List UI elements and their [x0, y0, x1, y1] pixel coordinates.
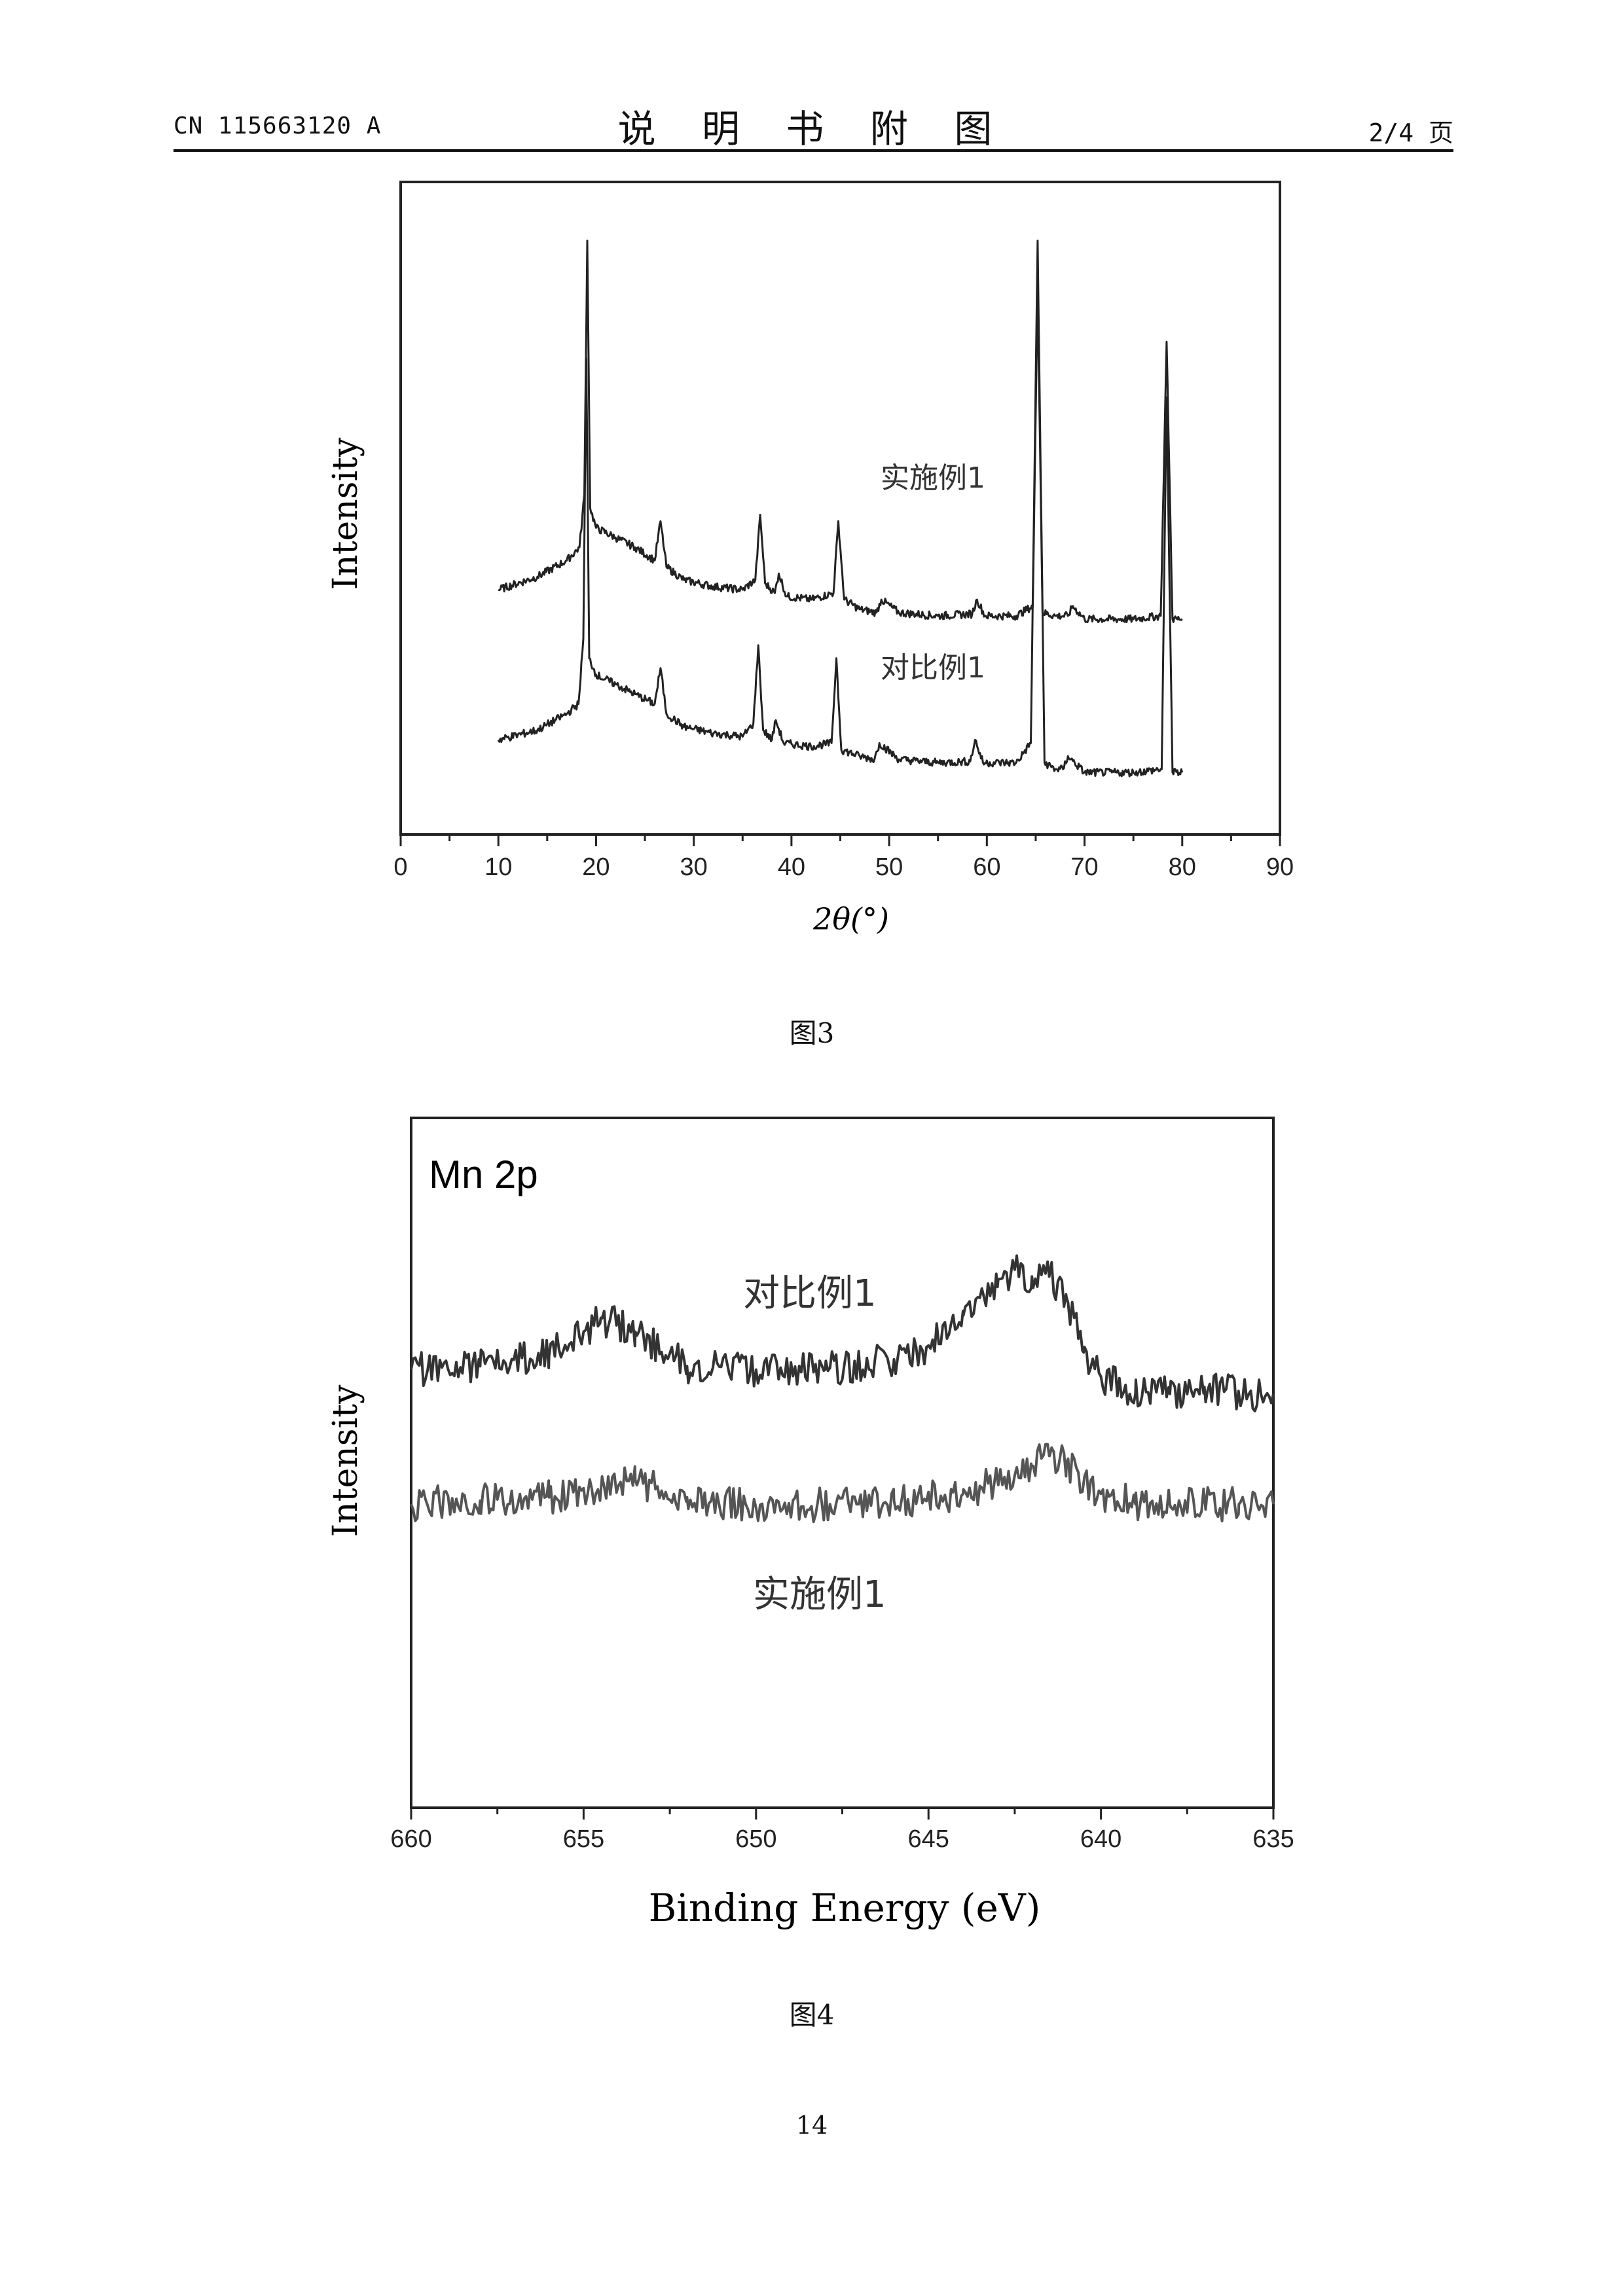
series-label-example: 实施例1 [881, 461, 985, 495]
page-header: CN 115663120 A 说 明 书 附 图 2/4 页 [173, 98, 1453, 151]
page-title: 说 明 书 附 图 [617, 107, 1010, 151]
chart-title: Mn 2p [429, 1153, 538, 1196]
x-tick-label: 90 [1266, 853, 1294, 881]
xps-chart: 660 655 650 645 640 635 Mn 2p Intensity Bindi… [326, 1117, 1294, 1930]
page-counter: 2/4 页 [1368, 118, 1453, 147]
x-tick-label: 80 [1169, 853, 1196, 881]
y-axis-label: Intensity [326, 1384, 365, 1537]
y-axis-label: Intensity [326, 437, 365, 590]
x-tick-label: 655 [563, 1825, 604, 1853]
x-tick-label: 660 [390, 1825, 431, 1853]
series-line-2 [497, 240, 1184, 778]
x-tick-label: 30 [680, 853, 708, 881]
x-axis-label: 2θ(°) [812, 901, 889, 937]
patent-number: CN 115663120 A [173, 113, 382, 139]
x-tick-label: 640 [1080, 1825, 1122, 1853]
figure-caption: 图3 [789, 1017, 835, 1049]
x-tick-label: 10 [484, 853, 512, 881]
x-tick-label: 40 [778, 853, 805, 881]
series-label-comparative: 对比例1 [881, 651, 985, 685]
plot-frame [410, 1117, 1275, 1809]
series-label-example: 实施例1 [753, 1573, 886, 1616]
x-tick-label: 645 [907, 1825, 949, 1853]
x-tick-label: 0 [393, 853, 407, 881]
x-tick-label: 70 [1070, 853, 1098, 881]
figure-caption: 图4 [789, 1999, 835, 2031]
header-rule [173, 149, 1453, 152]
x-tick-label: 650 [735, 1825, 776, 1853]
x-tick-label: 60 [973, 853, 1000, 881]
series-label-comparative: 对比例1 [743, 1272, 877, 1315]
xrd-chart: 0 10 20 30 40 50 60 70 80 90 Intensity 2θ(°) 实施例1… [326, 181, 1294, 937]
series-line-1 [498, 240, 1183, 624]
page-number: 14 [795, 2111, 828, 2140]
series-line-1 [410, 1254, 1275, 1412]
series-line-2 [410, 1443, 1275, 1524]
x-tick-label: 635 [1252, 1825, 1294, 1853]
x-axis-label: Binding Energy (eV) [649, 1886, 1041, 1930]
x-tick-label: 20 [582, 853, 610, 881]
x-tick-label: 50 [875, 853, 903, 881]
